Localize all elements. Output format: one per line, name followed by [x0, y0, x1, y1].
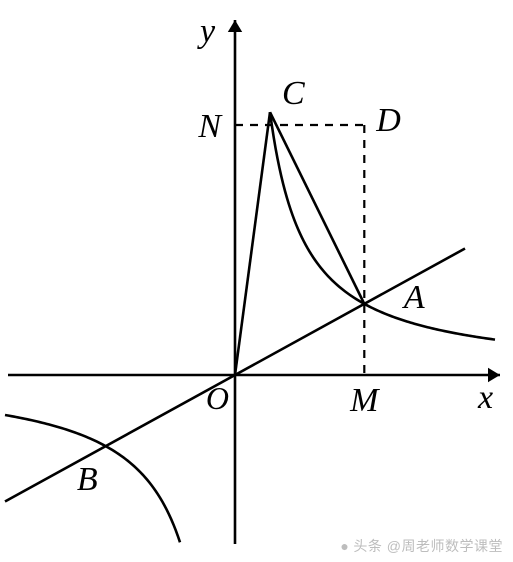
y-axis-label: y	[197, 13, 216, 50]
y-axis-arrow-icon	[228, 20, 242, 32]
point-label-M: M	[349, 382, 380, 419]
coordinate-diagram: x y O A B C N D M	[0, 0, 513, 562]
watermark-icon: ●	[340, 538, 349, 554]
watermark-text: 头条 @周老师数学课堂	[353, 538, 503, 554]
point-label-C: C	[282, 75, 305, 112]
segment-CA	[270, 112, 364, 304]
segment-OC	[235, 112, 270, 375]
x-axis-label: x	[477, 379, 493, 416]
point-label-N: N	[197, 108, 223, 145]
point-label-B: B	[77, 461, 98, 498]
point-label-O: O	[206, 380, 229, 416]
point-label-D: D	[375, 102, 401, 139]
hyperbola-branch-1	[270, 112, 495, 339]
watermark: ●头条 @周老师数学课堂	[340, 536, 503, 556]
point-label-A: A	[402, 279, 425, 316]
